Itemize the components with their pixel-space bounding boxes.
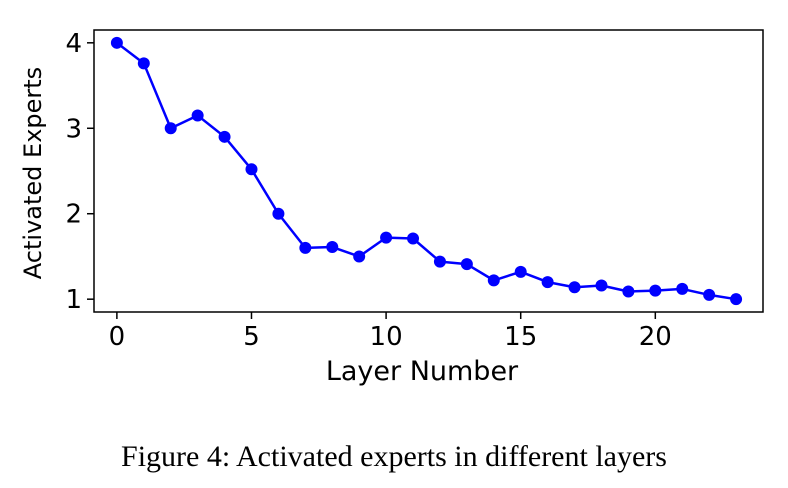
data-point [676, 282, 689, 295]
data-point [433, 255, 446, 268]
y-axis-label: Activated Experts [19, 67, 47, 279]
x-tick-label: 15 [504, 322, 537, 352]
data-point [487, 274, 500, 287]
data-point [245, 163, 258, 176]
x-tick-label: 10 [370, 322, 403, 352]
data-point [460, 258, 473, 271]
data-point [353, 250, 366, 263]
data-point [218, 130, 231, 143]
axes: 0 5 10 15 20 1 2 3 4 [65, 29, 764, 352]
y-tick-label: 2 [65, 200, 82, 230]
data-point [137, 57, 150, 70]
data-point [380, 231, 393, 244]
data-point [703, 288, 716, 301]
data-point [326, 241, 339, 254]
data-point [191, 109, 204, 122]
y-tick-label: 4 [65, 29, 82, 59]
data-point [568, 281, 581, 294]
y-tick-label: 1 [65, 285, 82, 315]
x-axis-label: Layer Number [326, 356, 519, 387]
series-line [116, 41, 737, 301]
data-point [541, 276, 554, 289]
data-point [407, 232, 420, 245]
labels-layer: Layer Number Activated Experts [19, 67, 519, 387]
plot-frame [93, 29, 764, 313]
data-point [299, 241, 312, 254]
figure-caption: Figure 4: Activated experts in different… [121, 440, 667, 473]
data-point [595, 279, 608, 292]
data-point [622, 285, 635, 298]
data-point [110, 36, 123, 49]
data-point [272, 207, 285, 220]
x-tick-label: 20 [639, 322, 672, 352]
data-point [164, 122, 177, 135]
data-point [730, 293, 743, 306]
data-point [514, 265, 527, 278]
x-tick-label: 0 [109, 322, 126, 352]
x-tick-label: 5 [243, 322, 260, 352]
series-layer [110, 36, 743, 306]
y-tick-label: 3 [65, 114, 82, 144]
data-point [649, 284, 662, 297]
